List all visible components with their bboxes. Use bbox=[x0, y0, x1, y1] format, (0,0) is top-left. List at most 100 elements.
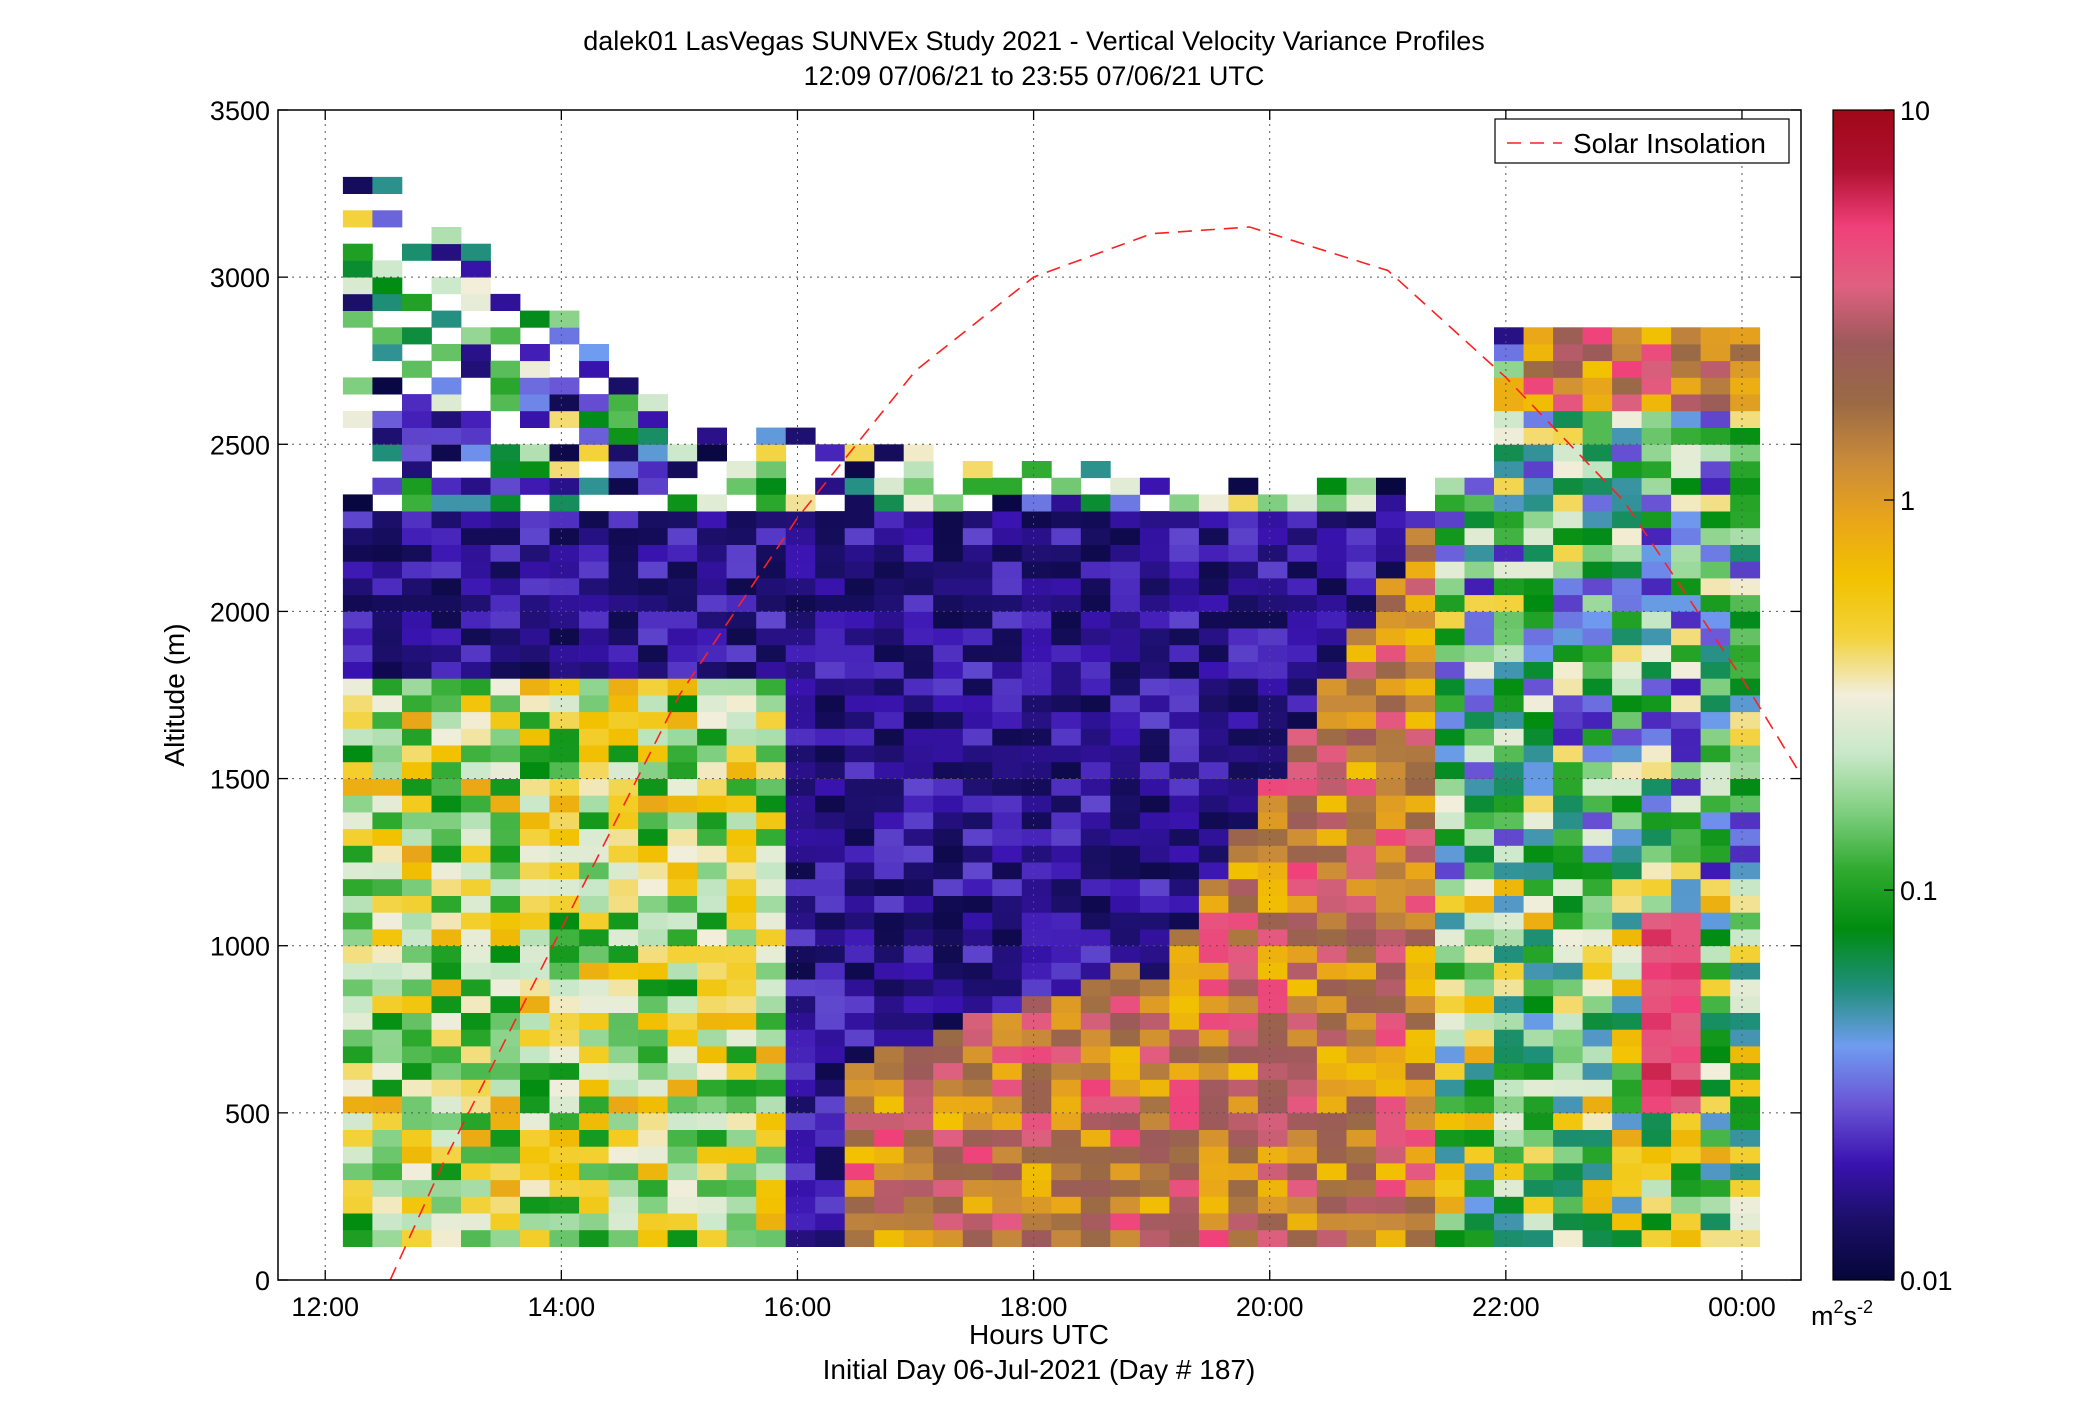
heatmap-cell bbox=[579, 1079, 609, 1097]
heatmap-cell bbox=[756, 895, 787, 913]
heatmap-cell bbox=[1730, 795, 1761, 813]
heatmap-cell bbox=[1228, 578, 1259, 596]
heatmap-cell bbox=[461, 929, 491, 947]
heatmap-cell bbox=[1376, 544, 1406, 562]
heatmap-cell bbox=[520, 594, 550, 612]
heatmap-cell bbox=[667, 878, 698, 896]
heatmap-cell bbox=[1671, 795, 1701, 813]
heatmap-cell bbox=[431, 979, 462, 997]
heatmap-cell bbox=[874, 845, 905, 863]
heatmap-cell bbox=[785, 494, 816, 512]
heatmap-cell bbox=[1494, 427, 1524, 445]
heatmap-cell bbox=[579, 895, 609, 913]
heatmap-cell bbox=[461, 410, 491, 428]
x-tick-label: 14:00 bbox=[528, 1292, 596, 1322]
heatmap-cell bbox=[1582, 1062, 1613, 1080]
heatmap-cell bbox=[608, 878, 639, 896]
heatmap-cell bbox=[549, 511, 580, 529]
heatmap-cell bbox=[1405, 594, 1436, 612]
heatmap-cell bbox=[638, 979, 668, 997]
heatmap-cell bbox=[874, 778, 905, 796]
heatmap-cell bbox=[1110, 477, 1141, 495]
heatmap-cell bbox=[638, 1029, 668, 1047]
heatmap-cell bbox=[1730, 511, 1761, 529]
heatmap-cell bbox=[549, 695, 580, 713]
heatmap-cell bbox=[402, 544, 432, 562]
heatmap-cell bbox=[402, 444, 432, 462]
heatmap-cell bbox=[1582, 828, 1613, 846]
heatmap-cell bbox=[1730, 427, 1761, 445]
heatmap-cell bbox=[1139, 1196, 1170, 1214]
heatmap-cell bbox=[1051, 1129, 1082, 1147]
heatmap-cell bbox=[844, 1163, 875, 1181]
heatmap-cell bbox=[1435, 1146, 1465, 1164]
heatmap-cell bbox=[844, 695, 875, 713]
heatmap-cell bbox=[962, 1046, 993, 1064]
heatmap-cell bbox=[608, 1112, 639, 1130]
heatmap-cell bbox=[1730, 611, 1761, 629]
heatmap-cell bbox=[1612, 1046, 1642, 1064]
heatmap-cell bbox=[1346, 644, 1377, 662]
heatmap-cell bbox=[1641, 578, 1672, 596]
heatmap-cell bbox=[579, 979, 609, 997]
heatmap-cell bbox=[1405, 1096, 1436, 1114]
heatmap-cell bbox=[667, 1062, 698, 1080]
heatmap-cell bbox=[1553, 862, 1583, 880]
heatmap-cell bbox=[1316, 695, 1347, 713]
heatmap-cell bbox=[1464, 828, 1495, 846]
heatmap-cell bbox=[1612, 394, 1642, 412]
heatmap-cell bbox=[1730, 1163, 1761, 1181]
heatmap-cell bbox=[461, 628, 491, 646]
heatmap-cell bbox=[549, 1079, 580, 1097]
heatmap-cell bbox=[431, 1012, 462, 1030]
heatmap-cell bbox=[402, 1129, 432, 1147]
heatmap-cell bbox=[726, 795, 757, 813]
heatmap-cell bbox=[1316, 611, 1347, 629]
heatmap-cell bbox=[785, 427, 816, 445]
heatmap-cell bbox=[1287, 979, 1318, 997]
heatmap-cell bbox=[1169, 828, 1200, 846]
heatmap-cell bbox=[874, 1029, 905, 1047]
heatmap-cell bbox=[992, 862, 1023, 880]
heatmap-cell bbox=[1464, 1112, 1495, 1130]
heatmap-cell bbox=[874, 828, 905, 846]
heatmap-cell bbox=[844, 661, 875, 679]
heatmap-cell bbox=[549, 929, 580, 947]
heatmap-cell bbox=[1405, 1062, 1436, 1080]
heatmap-cell bbox=[1464, 1213, 1495, 1231]
heatmap-cell bbox=[1464, 795, 1495, 813]
heatmap-cell bbox=[1553, 1112, 1583, 1130]
heatmap-cell bbox=[638, 1196, 668, 1214]
heatmap-cell bbox=[1464, 862, 1495, 880]
heatmap-cell bbox=[1110, 628, 1141, 646]
heatmap-cell bbox=[1464, 1012, 1495, 1030]
heatmap-cell bbox=[1257, 1179, 1288, 1197]
heatmap-cell bbox=[785, 661, 816, 679]
heatmap-cell bbox=[1346, 511, 1377, 529]
heatmap-cell bbox=[756, 477, 787, 495]
heatmap-cell bbox=[1110, 1196, 1141, 1214]
heatmap-cell bbox=[903, 561, 934, 579]
heatmap-cell bbox=[1376, 1213, 1406, 1231]
heatmap-cell bbox=[1080, 1079, 1111, 1097]
heatmap-cell bbox=[1376, 1029, 1406, 1047]
heatmap-cell bbox=[490, 979, 521, 997]
heatmap-cell bbox=[697, 812, 727, 830]
heatmap-cell bbox=[579, 611, 609, 629]
heatmap-cell bbox=[1110, 828, 1141, 846]
heatmap-cell bbox=[844, 979, 875, 997]
heatmap-cell bbox=[1523, 1196, 1554, 1214]
heatmap-cell bbox=[461, 494, 491, 512]
heatmap-cell bbox=[697, 845, 727, 863]
heatmap-cell bbox=[844, 711, 875, 729]
heatmap-cell bbox=[1553, 778, 1583, 796]
heatmap-cell bbox=[1523, 1229, 1554, 1247]
heatmap-cell bbox=[933, 1129, 964, 1147]
heatmap-cell bbox=[372, 644, 403, 662]
heatmap-cell bbox=[992, 845, 1023, 863]
heatmap-cell bbox=[844, 778, 875, 796]
heatmap-cell bbox=[933, 795, 964, 813]
heatmap-cell bbox=[490, 912, 521, 930]
heatmap-cell bbox=[1139, 594, 1170, 612]
heatmap-cell bbox=[1700, 745, 1731, 763]
